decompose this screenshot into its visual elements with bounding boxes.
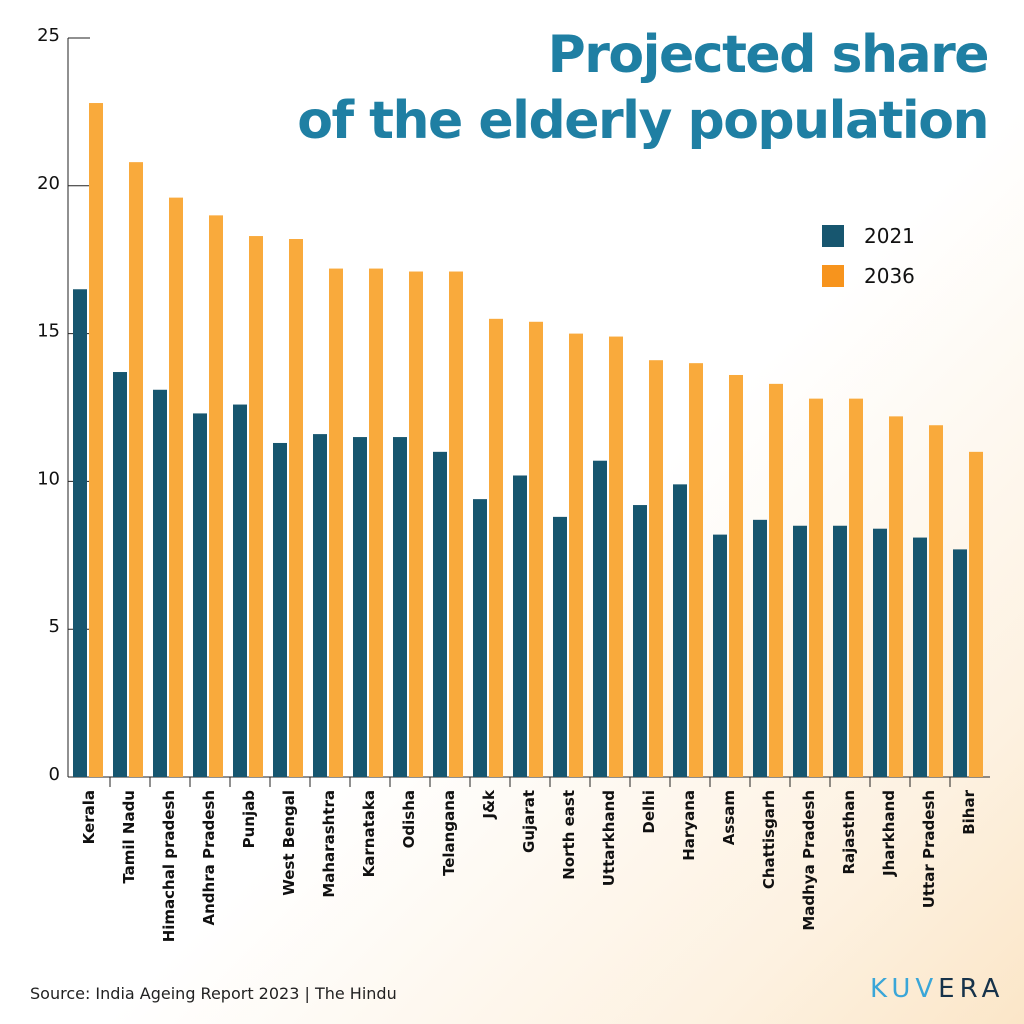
bar-2021 [73, 289, 87, 777]
x-tick-label: West Bengal [280, 790, 298, 896]
y-tick-label: 20 [37, 173, 60, 194]
x-tick-label: Uttarkhand [600, 790, 618, 886]
bar-2021 [433, 451, 447, 777]
x-tick-label: North east [560, 790, 578, 880]
bar-2021 [153, 389, 167, 777]
x-tick-label: Haryana [680, 790, 698, 861]
x-tick-label: Tamil Nadu [120, 790, 138, 884]
bar-2021 [673, 484, 687, 777]
bar-2021 [593, 460, 607, 777]
legend-item-2036: 2036 [822, 256, 915, 296]
bar-2036 [569, 333, 583, 777]
bar-2021 [113, 372, 127, 777]
x-tick-label: Karnataka [360, 790, 378, 877]
x-tick-label: Chattisgarh [760, 790, 778, 889]
bar-2021 [833, 525, 847, 777]
bar-2036 [969, 451, 983, 777]
x-tick-label: Jharkhand [880, 790, 898, 877]
bar-2036 [369, 268, 383, 777]
bar-2021 [713, 534, 727, 777]
y-tick-label: 25 [37, 25, 60, 46]
bar-2036 [769, 383, 783, 777]
bar-2021 [473, 499, 487, 777]
x-tick-label: Delhi [640, 790, 658, 834]
bar-2021 [633, 505, 647, 777]
bar-2036 [449, 271, 463, 777]
bar-2036 [929, 425, 943, 777]
legend: 2021 2036 [822, 216, 915, 296]
bar-2036 [329, 268, 343, 777]
bar-2036 [89, 103, 103, 778]
bar-2021 [553, 516, 567, 777]
y-tick-label: 10 [37, 468, 60, 489]
bar-2036 [249, 236, 263, 777]
legend-label: 2021 [864, 224, 915, 248]
bar-2021 [393, 437, 407, 777]
y-tick-label: 15 [37, 321, 60, 342]
bar-2036 [649, 360, 663, 777]
bar-2036 [609, 336, 623, 777]
bar-2021 [353, 437, 367, 777]
y-tick-label: 5 [49, 616, 60, 637]
bar-2036 [169, 197, 183, 777]
title-line-2: of the elderly population [297, 91, 989, 151]
bar-2036 [689, 363, 703, 777]
x-tick-label: Assam [720, 790, 738, 845]
bar-2021 [873, 528, 887, 777]
bar-2021 [753, 519, 767, 777]
kuvera-logo: KUVERA [870, 974, 1004, 1004]
bar-2036 [809, 398, 823, 777]
legend-item-2021: 2021 [822, 216, 915, 256]
x-tick-label: Maharashtra [320, 790, 338, 898]
bar-2021 [793, 525, 807, 777]
bar-2036 [729, 374, 743, 777]
bar-2036 [529, 321, 543, 777]
x-tick-label: Kerala [80, 790, 98, 844]
source-note: Source: India Ageing Report 2023 | The H… [30, 984, 397, 1003]
title-line-1: Projected share [547, 25, 990, 85]
bar-2036 [209, 215, 223, 778]
x-tick-label: Madhya Pradesh [800, 790, 818, 931]
x-tick-label: J&k [480, 789, 498, 820]
bar-2021 [953, 549, 967, 777]
logo-part-dark: ERA [938, 974, 1005, 1004]
y-tick-label: 0 [49, 764, 60, 785]
bar-2021 [313, 434, 327, 777]
x-tick-label: Himachal pradesh [160, 790, 178, 942]
x-tick-label: Uttar Pradesh [920, 790, 938, 908]
chart-title: Projected share of the elderly populatio… [297, 22, 990, 154]
bar-2036 [289, 239, 303, 777]
x-tick-label: Gujarat [520, 790, 538, 853]
logo-part-light: KUV [870, 974, 939, 1004]
bar-2036 [129, 162, 143, 778]
bar-2021 [233, 404, 247, 777]
bar-2036 [489, 318, 503, 777]
x-tick-label: Rajasthan [840, 790, 858, 875]
bar-2021 [513, 475, 527, 777]
legend-label: 2036 [864, 264, 915, 288]
x-tick-label: Punjab [240, 790, 258, 849]
bar-2036 [409, 271, 423, 777]
legend-swatch-2036 [822, 265, 844, 287]
x-tick-label: Bihar [960, 789, 978, 834]
legend-swatch-2021 [822, 225, 844, 247]
bar-2021 [273, 442, 287, 777]
x-tick-label: Andhra Pradesh [200, 790, 218, 925]
x-tick-label: Telangana [440, 790, 458, 876]
bar-2036 [849, 398, 863, 777]
x-tick-label: Odisha [400, 790, 418, 848]
bar-2021 [193, 413, 207, 777]
bar-2021 [913, 537, 927, 777]
bar-2036 [889, 416, 903, 777]
